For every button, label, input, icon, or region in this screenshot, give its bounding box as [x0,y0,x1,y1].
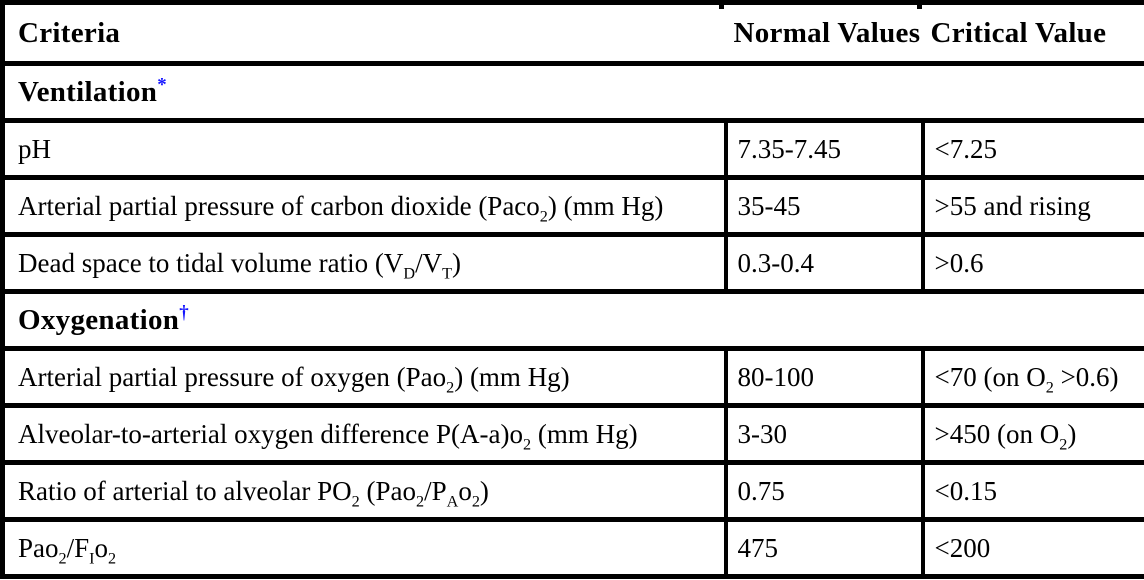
footnote-marker: * [157,73,167,95]
subscript: 2 [1059,434,1068,453]
critical-value-vd-vt-ratio: >0.6 [920,232,1144,294]
data-row-pao2-pao2-ratio: Ratio of arterial to alveolar PO2 (Pao2/… [0,460,1144,522]
normal-value-pao2-fio2: 475 [723,517,925,579]
section-row-ventilation: Ventilation* [0,61,1144,123]
data-row-vd-vt-ratio: Dead space to tidal volume ratio (VD/VT)… [0,232,1144,294]
data-row-ph: pH 7.35-7.45 <7.25 [0,118,1144,180]
subscript: 2 [351,491,360,510]
subscript: D [403,263,416,282]
section-header-ventilation: Ventilation* [0,61,1144,123]
subscript: 2 [539,206,548,225]
subscript: 2 [471,491,480,510]
data-row-a-a-difference: Alveolar-to-arterial oxygen difference P… [0,403,1144,465]
critical-value-pao2-pao2-ratio: <0.15 [920,460,1144,522]
subscript: 2 [1045,377,1054,396]
criteria-pao2-pao2-ratio: Ratio of arterial to alveolar PO2 (Pao2/… [0,460,728,522]
criteria-pao2-fio2: Pao2/FIo2 [0,517,728,579]
section-row-oxygenation: Oxygenation† [0,289,1144,351]
column-header-normal-values: Normal Values [725,2,923,66]
normal-value-ph: 7.35-7.45 [723,118,925,180]
subscript: T [442,263,452,282]
top-edge-column-divider-mark [917,0,922,9]
critical-value-pao2: <70 (on O2 >0.6) [920,346,1144,408]
critical-value-paco2: >55 and rising [920,175,1144,237]
top-edge-column-divider-mark [719,0,724,9]
criteria-ph: pH [0,118,728,180]
normal-value-vd-vt-ratio: 0.3-0.4 [723,232,925,294]
subscript: 2 [58,548,67,567]
criteria-a-a-difference: Alveolar-to-arterial oxygen difference P… [0,403,728,465]
data-row-pao2: Arterial partial pressure of oxygen (Pao… [0,346,1144,408]
critical-value-a-a-difference: >450 (on O2) [920,403,1144,465]
header-row: Criteria Normal Values Critical Value [2,2,1144,66]
table-body: Ventilation* pH 7.35-7.45 <7.25 Arterial par… [0,61,1144,579]
critical-value-ph: <7.25 [920,118,1144,180]
normal-value-paco2: 35-45 [723,175,925,237]
column-header-critical-value: Critical Value [922,2,1144,66]
subscript: 2 [108,548,117,567]
normal-value-pao2-pao2-ratio: 0.75 [723,460,925,522]
critical-value-pao2-fio2: <200 [920,517,1144,579]
subscript: 2 [446,377,455,396]
subscript: A [446,491,459,510]
criteria-paco2: Arterial partial pressure of carbon diox… [0,175,728,237]
section-header-oxygenation: Oxygenation† [0,289,1144,351]
data-row-pao2-fio2: Pao2/FIo2 475 <200 [0,517,1144,579]
normal-value-pao2: 80-100 [723,346,925,408]
criteria-pao2: Arterial partial pressure of oxygen (Pao… [0,346,728,408]
subscript: 2 [415,491,425,510]
subscript: 2 [522,434,532,453]
footnote-marker: † [179,301,189,323]
criteria-vd-vt-ratio: Dead space to tidal volume ratio (VD/VT) [0,232,728,294]
data-row-paco2: Arterial partial pressure of carbon diox… [0,175,1144,237]
subscript: I [89,548,95,567]
column-header-criteria: Criteria [2,2,726,66]
normal-value-a-a-difference: 3-30 [723,403,925,465]
